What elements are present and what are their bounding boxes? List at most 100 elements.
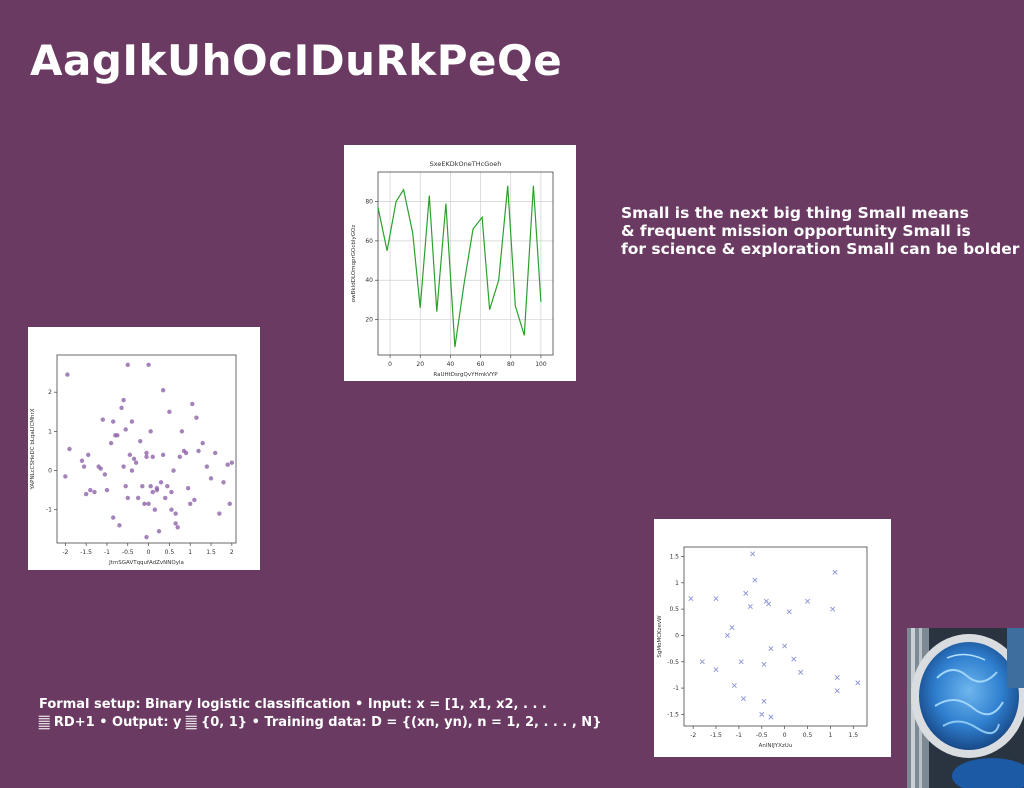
data-point [761, 661, 767, 667]
data-point [196, 448, 201, 454]
data-point [208, 476, 214, 481]
x-tick-label: 80 [507, 361, 515, 368]
data-point [115, 433, 120, 438]
data-point [110, 419, 116, 424]
body-text: Small is the next big thing Small means … [621, 204, 1024, 258]
formal-setup-text: Formal setup: Binary logistic classifica… [39, 696, 639, 732]
data-point [752, 577, 758, 583]
data-point [138, 438, 143, 444]
data-point [179, 429, 185, 434]
x-tick-label: 1.5 [206, 549, 216, 556]
data-point [129, 419, 135, 424]
data-point [129, 468, 135, 473]
data-point [192, 497, 197, 503]
slide-title: AagIkUhOcIDuRkPeQe [30, 36, 563, 85]
y-tick-label: 0 [48, 468, 52, 475]
y-axis-label: SgMoMCKzevW [657, 615, 663, 658]
data-point [227, 501, 232, 507]
x-axis-label: RaUHtDsrgQvYHmkVYP [433, 372, 498, 378]
data-point [119, 405, 124, 411]
x-tick-label: 1 [188, 549, 192, 556]
data-point [165, 484, 170, 489]
data-point [225, 462, 230, 467]
data-point [123, 484, 128, 489]
formal-setup-line: Formal setup: Binary logistic classifica… [39, 697, 547, 712]
data-point [160, 452, 166, 458]
y-axis-label: YAPNLcCSHeDC bLqaLICMhrX [30, 408, 36, 490]
data-point [713, 667, 719, 673]
x-axis-label: JtmSGAVTqqufAdZvNNOyla [108, 560, 184, 566]
x-tick-label: -1 [736, 732, 742, 739]
data-point [768, 646, 774, 652]
body-text-line: & frequent mission opportunity Small is [621, 222, 971, 240]
y-tick-label: 20 [365, 317, 373, 324]
x-tick-label: 2 [230, 549, 234, 556]
dish-photo-icon [907, 628, 1024, 788]
data-point [175, 525, 180, 530]
data-point [152, 507, 158, 512]
formal-setup-line: 𝄛 RD+1 • Output: y 𝄛 {0, 1} • Training d… [39, 715, 602, 730]
data-point [830, 606, 836, 612]
scatter-x-chart-figure: -2 -1.5 -1 -0.5 0 0.5 1 1.5 -1.5 -1 -0.5 0 0.5 1 1.5 An… [654, 519, 891, 757]
data-point [766, 601, 772, 607]
data-point [150, 454, 155, 460]
x-tick-label: 60 [477, 361, 485, 368]
data-point [221, 480, 226, 485]
data-point [108, 440, 114, 446]
data-point [212, 450, 218, 456]
y-tick-label: 40 [365, 277, 373, 284]
data-point [163, 495, 168, 501]
data-point [185, 485, 191, 491]
data-point [167, 409, 172, 414]
data-point [190, 401, 195, 407]
data-point [144, 454, 149, 460]
x-tick-label: -2 [62, 549, 68, 556]
data-point [104, 487, 110, 493]
data-point [146, 362, 151, 367]
data-point [688, 596, 694, 602]
data-point [229, 460, 235, 465]
data-point [724, 632, 730, 638]
x-tick-label: 1 [828, 732, 832, 739]
data-point [743, 590, 749, 596]
x-tick-label: 0 [388, 361, 392, 368]
data-point [729, 625, 735, 631]
x-tick-label: -1 [104, 549, 110, 556]
data-point [160, 388, 166, 393]
x-tick-label: 0.5 [803, 732, 813, 739]
data-point [805, 598, 811, 604]
data-point [140, 484, 145, 489]
y-tick-label: 0 [675, 632, 679, 639]
data-point [146, 501, 151, 507]
data-point [88, 487, 93, 493]
data-point [79, 458, 85, 463]
data-point [738, 659, 744, 665]
plot-frame [683, 546, 868, 727]
data-point [731, 682, 737, 688]
data-point [740, 696, 746, 702]
scatter-x-chart: -2 -1.5 -1 -0.5 0 0.5 1 1.5 -1.5 -1 -0.5 0 0.5 1 1.5 An… [657, 546, 868, 749]
data-point [832, 569, 838, 575]
data-point [177, 454, 183, 460]
data-point [759, 711, 765, 717]
data-point [173, 511, 178, 516]
data-point [169, 507, 174, 512]
data-point [786, 609, 792, 615]
data-point [768, 714, 774, 720]
data-point [131, 456, 137, 461]
data-point [123, 427, 128, 432]
blue-dish-photo [907, 628, 1024, 788]
x-axis-label: AnlNIJYXzUu [759, 743, 793, 749]
data-point [171, 468, 176, 473]
x-tick-label: 1.5 [849, 732, 859, 739]
data-point [173, 521, 178, 526]
y-tick-label: -1.5 [667, 711, 679, 718]
data-point [834, 688, 840, 694]
data-point [125, 362, 130, 367]
data-point [121, 397, 126, 403]
x-tick-label: 0.5 [165, 549, 175, 556]
data-point [65, 372, 70, 377]
y-tick-label: 1.5 [669, 553, 679, 560]
x-tick-label: -1.5 [80, 549, 92, 556]
plot-frame [56, 354, 237, 544]
